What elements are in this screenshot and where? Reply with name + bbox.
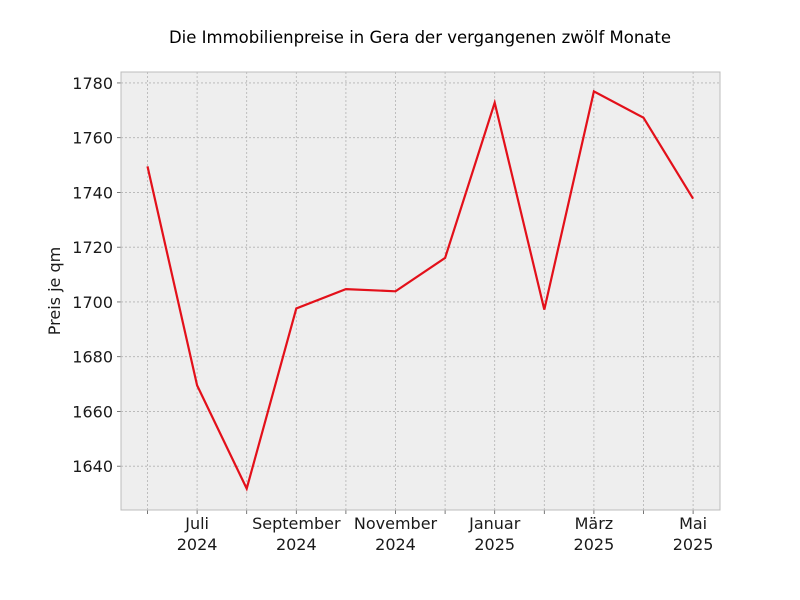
series-group	[146, 89, 695, 492]
y-axis-label: Preis je qm	[45, 247, 64, 335]
x-axis: Juli 2024 September 2024 November 2024 Januar 2…	[147, 510, 714, 554]
x-tick-label-year: 2025	[673, 535, 714, 554]
x-tick-label-year: 2024	[177, 535, 218, 554]
x-tick-label-month: Juli	[184, 514, 209, 533]
x-tick-label-month: März	[575, 514, 614, 533]
x-tick-label-year: 2024	[276, 535, 317, 554]
x-tick-label-year: 2025	[574, 535, 615, 554]
series-line	[146, 89, 695, 492]
x-tick-label-month: Januar	[468, 514, 521, 533]
x-tick-label-month: Mai	[679, 514, 707, 533]
y-tick-label: 1720	[72, 238, 113, 257]
y-tick-label: 1780	[72, 74, 113, 93]
y-tick-label: 1700	[72, 293, 113, 312]
chart-title: Die Immobilienpreise in Gera der vergang…	[169, 28, 671, 47]
plot-border	[120, 71, 721, 511]
y-tick-label: 1740	[72, 183, 113, 202]
y-tick-label: 1660	[72, 402, 113, 421]
x-tick-label-year: 2024	[375, 535, 416, 554]
x-tick-label-month: September	[252, 514, 341, 533]
gridlines	[121, 72, 720, 510]
x-tick-label-month: November	[354, 514, 438, 533]
x-tick-label-year: 2025	[474, 535, 515, 554]
y-tick-label: 1640	[72, 457, 113, 476]
y-tick-label: 1680	[72, 348, 113, 367]
y-tick-label: 1760	[72, 129, 113, 148]
y-axis: 1640 1660 1680 1700 1720 1740 1760 1780	[72, 74, 121, 476]
